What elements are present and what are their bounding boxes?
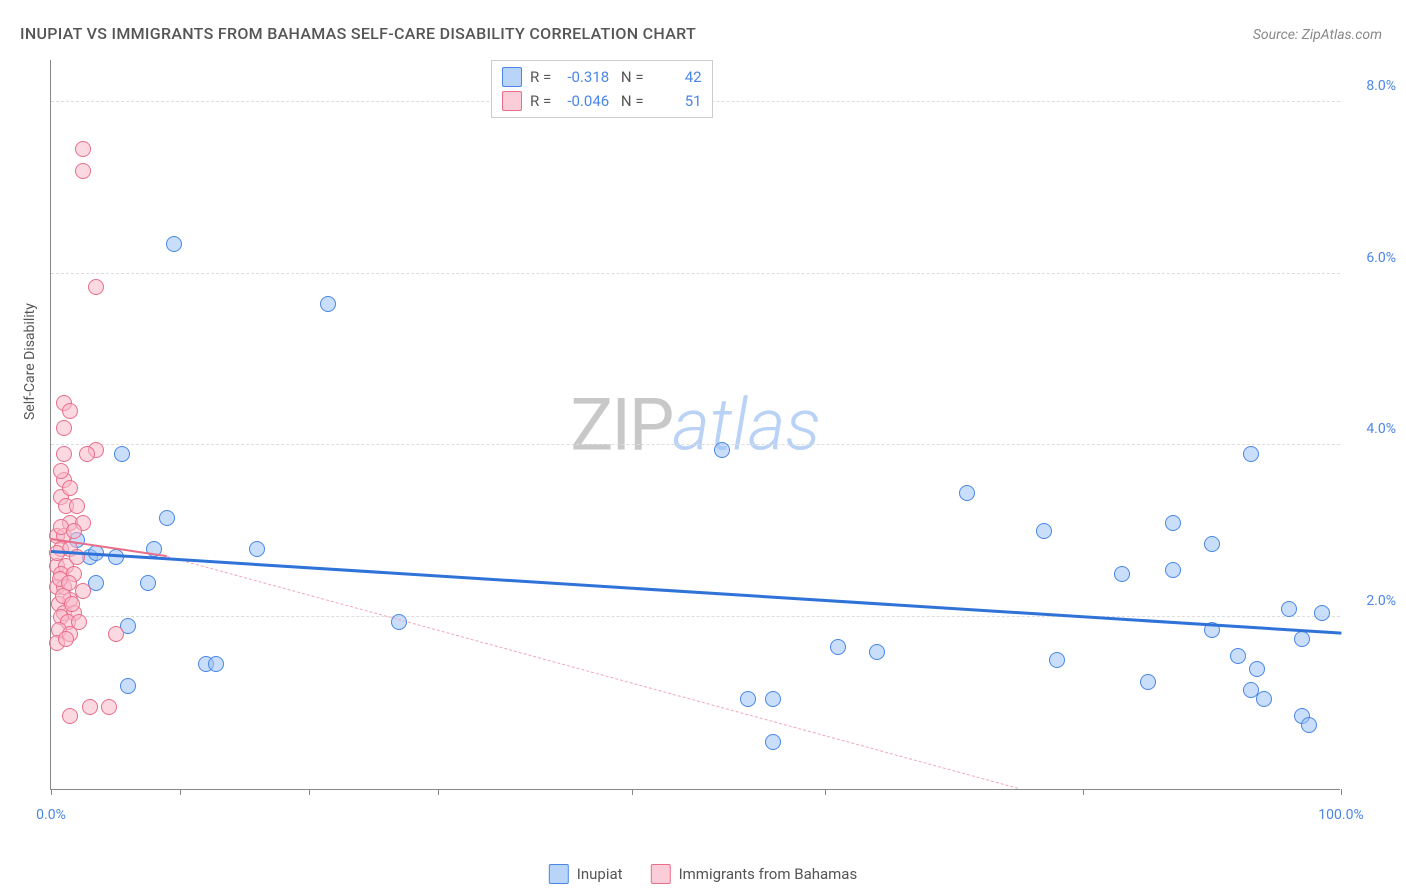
- x-tick-label: 100.0%: [1318, 807, 1363, 823]
- data-point: [62, 403, 78, 419]
- data-point: [79, 446, 95, 462]
- x-tick: [180, 789, 181, 795]
- n-label: N =: [617, 68, 643, 86]
- data-point: [1314, 605, 1330, 621]
- swatch-blue-icon: [502, 67, 522, 87]
- data-point: [320, 296, 336, 312]
- x-tick: [1083, 789, 1084, 795]
- data-point: [765, 691, 781, 707]
- data-point: [114, 446, 130, 462]
- swatch-pink-icon: [651, 864, 671, 884]
- data-point: [75, 141, 91, 157]
- data-point: [1114, 566, 1130, 582]
- regression-line: [167, 556, 1019, 789]
- r-value-1: -0.046: [559, 92, 609, 110]
- stats-row-series-1: R = -0.046 N = 51: [502, 89, 702, 113]
- n-value-1: 51: [652, 92, 702, 110]
- gridline-h: [51, 273, 1340, 274]
- stats-row-series-0: R = -0.318 N = 42: [502, 65, 702, 89]
- data-point: [765, 734, 781, 750]
- data-point: [75, 163, 91, 179]
- data-point: [108, 626, 124, 642]
- swatch-pink-icon: [502, 91, 522, 111]
- x-tick: [309, 789, 310, 795]
- r-value-0: -0.318: [559, 68, 609, 86]
- data-point: [1249, 661, 1265, 677]
- data-point: [75, 583, 91, 599]
- chart-title: INUPIAT VS IMMIGRANTS FROM BAHAMAS SELF-…: [20, 24, 696, 43]
- x-tick: [632, 789, 633, 795]
- watermark-part2: atlas: [672, 382, 820, 467]
- y-tick-label: 2.0%: [1366, 593, 1396, 609]
- stats-legend: R = -0.318 N = 42 R = -0.046 N = 51: [491, 60, 713, 118]
- data-point: [88, 279, 104, 295]
- legend-label-1: Immigrants from Bahamas: [679, 865, 858, 883]
- data-point: [1140, 674, 1156, 690]
- data-point: [66, 523, 82, 539]
- data-point: [53, 463, 69, 479]
- data-point: [1281, 601, 1297, 617]
- data-point: [64, 596, 80, 612]
- source-attribution: Source: ZipAtlas.com: [1253, 27, 1382, 43]
- data-point: [1243, 446, 1259, 462]
- x-tick-label: 0.0%: [36, 807, 66, 823]
- gridline-h: [51, 444, 1340, 445]
- data-point: [714, 442, 730, 458]
- r-label: R =: [530, 68, 551, 86]
- data-point: [58, 631, 74, 647]
- swatch-blue-icon: [549, 864, 569, 884]
- data-point: [1049, 652, 1065, 668]
- series-legend: Inupiat Immigrants from Bahamas: [549, 864, 857, 884]
- data-point: [140, 575, 156, 591]
- data-point: [1036, 523, 1052, 539]
- data-point: [56, 420, 72, 436]
- y-tick-label: 6.0%: [1366, 250, 1396, 266]
- data-point: [120, 678, 136, 694]
- y-tick-label: 8.0%: [1366, 78, 1396, 94]
- data-point: [62, 480, 78, 496]
- data-point: [740, 691, 756, 707]
- y-tick-label: 4.0%: [1366, 421, 1396, 437]
- data-point: [82, 699, 98, 715]
- data-point: [1294, 631, 1310, 647]
- x-tick: [51, 789, 52, 795]
- data-point: [69, 498, 85, 514]
- legend-label-0: Inupiat: [577, 865, 623, 883]
- data-point: [1256, 691, 1272, 707]
- data-point: [1301, 717, 1317, 733]
- r-label: R =: [530, 92, 551, 110]
- x-tick: [438, 789, 439, 795]
- data-point: [830, 639, 846, 655]
- n-value-0: 42: [652, 68, 702, 86]
- data-point: [208, 656, 224, 672]
- data-point: [869, 644, 885, 660]
- data-point: [101, 699, 117, 715]
- data-point: [1230, 648, 1246, 664]
- gridline-h: [51, 616, 1340, 617]
- data-point: [166, 236, 182, 252]
- watermark: ZIPatlas: [570, 382, 821, 467]
- data-point: [1165, 562, 1181, 578]
- data-point: [1165, 515, 1181, 531]
- y-axis-title: Self-Care Disability: [22, 303, 38, 420]
- x-tick: [825, 789, 826, 795]
- legend-item-0: Inupiat: [549, 864, 623, 884]
- data-point: [62, 708, 78, 724]
- plot-area: ZIPatlas R = -0.318 N = 42 R = -0.046 N …: [50, 60, 1340, 790]
- data-point: [249, 541, 265, 557]
- data-point: [159, 510, 175, 526]
- watermark-part1: ZIP: [570, 382, 672, 467]
- data-point: [1204, 536, 1220, 552]
- data-point: [959, 485, 975, 501]
- header-row: INUPIAT VS IMMIGRANTS FROM BAHAMAS SELF-…: [20, 24, 1382, 43]
- legend-item-1: Immigrants from Bahamas: [651, 864, 858, 884]
- n-label: N =: [617, 92, 643, 110]
- data-point: [56, 446, 72, 462]
- x-tick: [1341, 789, 1342, 795]
- regression-line: [51, 550, 1341, 635]
